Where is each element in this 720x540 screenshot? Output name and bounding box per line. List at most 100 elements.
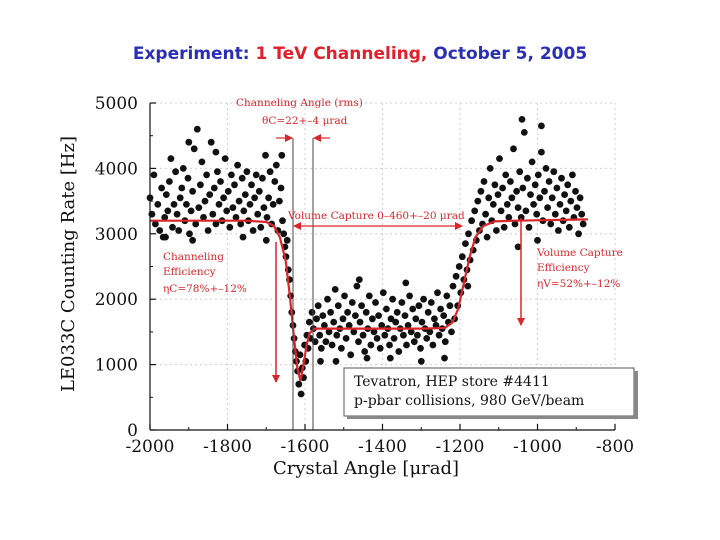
- data-point: [538, 148, 545, 156]
- data-point: [189, 236, 197, 244]
- data-point: [468, 217, 475, 225]
- y-tick-label: 2000: [95, 290, 138, 310]
- data-point: [462, 240, 469, 248]
- data-point: [555, 227, 562, 234]
- data-point: [283, 236, 291, 244]
- data-point: [511, 220, 519, 228]
- data-point: [369, 315, 376, 323]
- data-point: [314, 302, 322, 310]
- info-box-shadow-bottom: [347, 416, 638, 419]
- data-point: [448, 328, 455, 336]
- data-point: [533, 210, 541, 218]
- data-point: [402, 279, 410, 287]
- data-point: [328, 341, 336, 349]
- data-point: [435, 331, 443, 339]
- data-point: [493, 227, 500, 234]
- title-prefix: Experiment:: [132, 44, 250, 64]
- data-point: [452, 272, 460, 280]
- data-point: [544, 204, 551, 212]
- data-point: [458, 253, 466, 261]
- data-point: [243, 168, 251, 176]
- data-point: [308, 308, 316, 316]
- channeling-efficiency-line1: Channeling: [163, 251, 224, 263]
- title-date: October 5, 2005: [433, 44, 588, 64]
- data-point: [542, 165, 550, 172]
- data-point: [514, 204, 522, 212]
- data-point: [321, 322, 328, 329]
- data-point: [201, 197, 209, 205]
- data-point: [240, 207, 248, 215]
- data-point: [387, 315, 395, 323]
- data-point: [409, 305, 417, 313]
- data-point: [541, 187, 548, 195]
- x-tick-label: -1800: [203, 437, 252, 457]
- data-point: [190, 145, 198, 153]
- data-point: [167, 155, 175, 163]
- x-tick-label: -1000: [513, 437, 562, 457]
- data-point: [183, 201, 190, 208]
- data-point: [455, 263, 463, 270]
- data-point: [276, 197, 283, 205]
- x-tick-label: -2000: [125, 437, 174, 457]
- data-point: [424, 308, 432, 316]
- data-point: [464, 282, 472, 290]
- data-point: [503, 201, 511, 208]
- data-point: [474, 197, 482, 205]
- data-point: [553, 184, 561, 192]
- data-point: [324, 295, 331, 303]
- data-point: [345, 322, 353, 329]
- channeling-efficiency-line2: Efficiency: [163, 266, 216, 278]
- data-point: [410, 338, 418, 346]
- data-point: [172, 168, 180, 176]
- data-point: [184, 174, 192, 182]
- data-point: [550, 168, 558, 176]
- data-point: [269, 201, 277, 208]
- data-point: [530, 201, 537, 208]
- volume-capture-efficiency-line1: Volume Capture: [536, 247, 623, 259]
- data-point: [403, 341, 410, 349]
- x-tick-label: -1200: [435, 437, 484, 457]
- data-point: [426, 328, 434, 336]
- data-point: [355, 338, 362, 346]
- data-point: [505, 214, 513, 221]
- data-point: [443, 292, 451, 300]
- data-point: [434, 289, 441, 297]
- data-point: [246, 201, 254, 208]
- data-point: [350, 328, 358, 336]
- data-point: [252, 171, 260, 179]
- data-point: [229, 204, 237, 212]
- data-point: [576, 194, 584, 202]
- data-point: [497, 207, 505, 215]
- data-point: [565, 223, 573, 231]
- data-point: [524, 174, 531, 182]
- data-point: [228, 171, 235, 179]
- data-point: [158, 184, 166, 192]
- data-point: [305, 318, 313, 326]
- data-point: [383, 305, 390, 313]
- channeling-efficiency-value: ηC=78%+–12%: [163, 283, 247, 295]
- info-box-line1: Tevatron, HEP store #4411: [354, 374, 550, 390]
- data-point: [573, 204, 581, 212]
- data-point: [169, 223, 176, 231]
- data-point: [359, 331, 367, 339]
- data-point: [507, 178, 514, 185]
- data-point: [226, 223, 234, 231]
- y-ticks: 0 1000 2000 3000 4000 5000: [95, 94, 156, 441]
- data-point: [440, 312, 448, 319]
- data-point: [204, 227, 212, 234]
- data-point: [339, 315, 347, 323]
- data-point: [212, 220, 220, 228]
- data-point: [516, 168, 524, 176]
- data-point: [418, 318, 426, 326]
- data-point: [545, 178, 553, 185]
- data-point: [319, 312, 327, 319]
- data-point: [235, 197, 243, 205]
- data-point: [164, 207, 172, 215]
- data-point: [423, 335, 431, 342]
- data-point: [241, 191, 249, 199]
- info-box-shadow-right: [634, 371, 638, 419]
- data-point: [536, 194, 544, 202]
- data-point: [352, 312, 359, 319]
- data-point: [150, 171, 158, 179]
- data-point: [176, 194, 184, 202]
